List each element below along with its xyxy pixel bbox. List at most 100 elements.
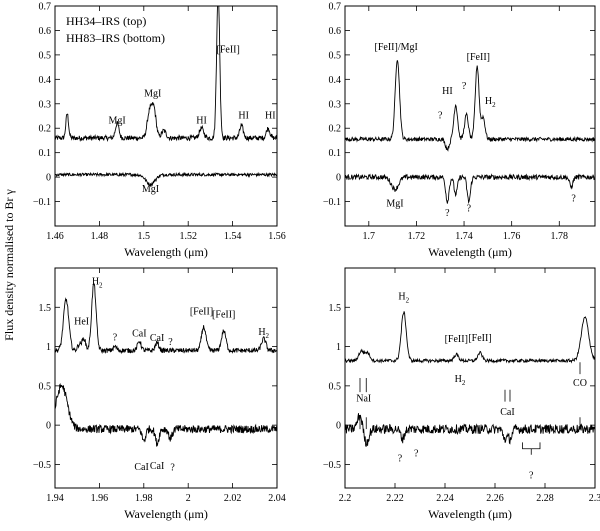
line-label: [FeII] <box>468 333 491 344</box>
x-tick-label: 2.3 <box>589 493 600 504</box>
x-tick-label: 1.52 <box>179 231 197 242</box>
x-tick-label: 1.78 <box>551 231 569 242</box>
y-tick-label: 0.5 <box>329 50 342 61</box>
line-label: HI <box>196 115 207 126</box>
line-label: H2 <box>455 374 466 387</box>
line-label: ? <box>414 449 419 460</box>
panel-bottom-right: 2.2 2.22 2.24 2.26 2.28 2.3 −0.5 0 0.5 1 1.5 Wavele… <box>323 267 600 521</box>
x-tick-label: 1.76 <box>503 231 521 242</box>
line-label: ? <box>571 194 576 205</box>
line-label: MgI <box>386 198 403 209</box>
line-label: [FeII] <box>190 306 213 317</box>
y-tick-label: 0 <box>336 173 341 184</box>
y-tick-label: 0.1 <box>39 148 52 159</box>
line-label: ? <box>168 337 173 348</box>
x-axis-title: Wavelength (μm) <box>428 245 512 259</box>
y-tick-label: 0.1 <box>329 148 342 159</box>
series-group <box>55 6 277 188</box>
x-tick-label: 2.04 <box>268 493 286 504</box>
x-axis-title: Wavelength (μm) <box>428 507 512 521</box>
panel-top-right: 1.7 1.72 1.74 1.76 1.78 −0.1 0 0.1 0.2 0.3 0.4 0.5 0… <box>323 2 596 259</box>
line-label: ? <box>113 332 118 343</box>
line-label: ? <box>462 81 467 92</box>
y-tick-label: 0 <box>336 421 341 432</box>
y-tick-label: 1.5 <box>39 303 52 314</box>
line-label: ? <box>398 453 403 464</box>
line-label: HI <box>265 110 276 121</box>
y-tick-label: −0.5 <box>323 460 341 471</box>
x-tick-label: 1.98 <box>135 493 153 504</box>
x-tick-label: 1.96 <box>91 493 109 504</box>
y-tick-label: 0.5 <box>39 50 52 61</box>
line-label: [FeII]/MgI <box>375 42 418 53</box>
x-tick-label: 1.72 <box>408 231 426 242</box>
x-tick-label: 1.56 <box>268 231 286 242</box>
line-label: [FeII] <box>445 334 468 345</box>
y-tick-label: 0.5 <box>39 381 52 392</box>
plot-frame <box>54 267 278 489</box>
y-axis-title: Flux density normalised to Br γ <box>2 188 16 340</box>
spectrum-series-2 <box>345 173 595 205</box>
line-label: H2 <box>258 327 269 340</box>
x-tick-label: 1.74 <box>455 231 473 242</box>
line-label: CaI <box>132 328 146 339</box>
y-tick-label: −0.1 <box>33 197 51 208</box>
y-tick-label: 0.6 <box>39 26 52 37</box>
x-tick-label: 1.7 <box>363 231 376 242</box>
x-axis-title: Wavelength (μm) <box>124 507 208 521</box>
spectrum-series-2 <box>55 171 277 188</box>
line-label: H2 <box>398 291 409 304</box>
y-tick-label: 0.7 <box>329 2 342 13</box>
x-tick-label: 2 <box>186 493 191 504</box>
x-tick-label: 1.54 <box>224 231 242 242</box>
x-tick-label: 2.02 <box>224 493 242 504</box>
spectrum-series-1 <box>345 311 595 364</box>
x-tick-label: 1.48 <box>91 231 109 242</box>
line-label: ? <box>467 203 472 214</box>
line-label: HI <box>238 110 249 121</box>
line-label: MgI <box>109 115 126 126</box>
x-axis-title: Wavelength (μm) <box>124 245 208 259</box>
x-tick-label: 2.24 <box>436 493 454 504</box>
panel-top-left: 1.46 1.48 1.5 1.52 1.54 1.56 −0.1 0 0.1 0.2 0.3 0.4… <box>33 2 286 260</box>
line-label: ? <box>170 463 175 474</box>
line-label: NaI <box>356 394 371 405</box>
x-tick-label: 2.2 <box>339 493 352 504</box>
x-tick-label: 2.22 <box>386 493 404 504</box>
y-tick-label: 1 <box>336 342 341 353</box>
line-label: CaI <box>134 462 148 473</box>
y-tick-label: 0.4 <box>39 75 52 86</box>
y-tick-label: −0.1 <box>323 197 341 208</box>
series-group <box>55 283 277 447</box>
x-tick-label: 2.26 <box>486 493 504 504</box>
spectrum-series-1 <box>345 60 595 152</box>
line-label: CO <box>573 378 587 389</box>
y-tick-label: −0.5 <box>33 460 51 471</box>
legend-line-2: HH83–IRS (bottom) <box>66 31 165 45</box>
y-tick-label: 0.4 <box>329 75 342 86</box>
series-group <box>345 311 595 447</box>
x-tick-label: 1.5 <box>138 231 151 242</box>
y-tick-label: 0.2 <box>329 124 342 135</box>
line-label: CaI <box>150 461 164 472</box>
y-tick-label: 0.7 <box>39 2 52 13</box>
legend-line-1: HH34–IRS (top) <box>66 14 146 28</box>
spectrum-series-1 <box>55 283 277 355</box>
x-tick-label: 1.94 <box>46 493 64 504</box>
bracket-marker <box>522 442 541 455</box>
line-label: ? <box>445 208 450 219</box>
spectrum-series-1 <box>55 6 277 142</box>
plot-frame <box>54 5 278 227</box>
line-label: ? <box>438 110 443 121</box>
line-label: CaI <box>500 407 514 418</box>
panel-bottom-left: 1.94 1.96 1.98 2 2.02 2.04 −0.5 0 0.5 1 1.5 Wavelen… <box>33 267 286 521</box>
y-tick-label: 0.2 <box>39 124 52 135</box>
y-tick-label: 0.6 <box>329 26 342 37</box>
y-tick-label: 0 <box>46 421 51 432</box>
line-label: MgI <box>144 88 161 99</box>
panels: 1.46 1.48 1.5 1.52 1.54 1.56−0.100.10.20.30.4… <box>33 2 600 522</box>
line-label: CaI <box>150 333 164 344</box>
line-label: MgI <box>142 184 159 195</box>
x-tick-label: 1.46 <box>46 231 64 242</box>
y-tick-label: 0 <box>46 173 51 184</box>
